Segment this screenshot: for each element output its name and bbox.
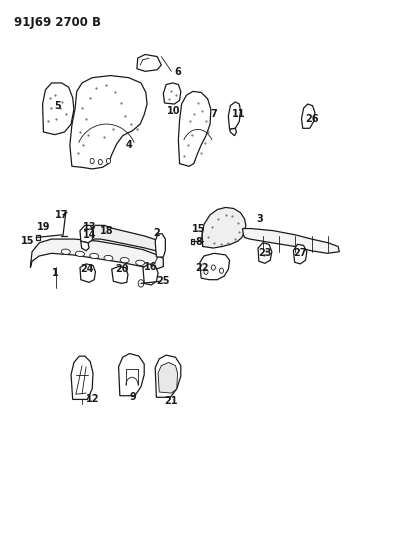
Text: 15: 15 [192,223,206,233]
Text: 11: 11 [232,109,245,118]
Text: 17: 17 [55,210,68,220]
Text: 13: 13 [83,222,97,232]
Circle shape [90,158,94,164]
Text: 18: 18 [100,225,113,236]
Polygon shape [80,225,93,243]
Text: 20: 20 [115,264,129,274]
Polygon shape [30,239,163,269]
Polygon shape [200,253,229,280]
Polygon shape [163,83,181,104]
Polygon shape [228,102,241,130]
Polygon shape [80,264,96,282]
Polygon shape [71,356,93,399]
Polygon shape [119,353,144,395]
Polygon shape [42,83,74,135]
Ellipse shape [90,253,99,259]
Polygon shape [143,264,158,285]
Polygon shape [88,225,163,252]
Text: 8: 8 [196,237,203,247]
Circle shape [106,158,110,164]
Text: 5: 5 [54,101,61,111]
Text: 14: 14 [83,230,97,240]
Circle shape [211,265,215,270]
Text: 12: 12 [85,394,99,405]
Polygon shape [243,229,339,253]
Text: 9: 9 [129,392,136,402]
Polygon shape [178,91,211,166]
Text: 15: 15 [21,236,35,246]
Ellipse shape [75,251,84,256]
Polygon shape [112,266,128,284]
Text: 7: 7 [211,109,218,118]
Polygon shape [36,235,40,240]
Text: 25: 25 [156,276,169,286]
Text: 16: 16 [143,262,157,271]
Text: 91J69 2700 B: 91J69 2700 B [14,16,101,29]
Polygon shape [229,128,236,136]
Polygon shape [302,104,315,128]
Ellipse shape [61,249,70,254]
Ellipse shape [136,260,145,265]
Polygon shape [155,355,181,397]
Text: 2: 2 [153,228,160,238]
Text: 1: 1 [52,268,59,278]
Text: 19: 19 [37,222,50,232]
Circle shape [138,280,144,287]
Text: 27: 27 [293,248,307,259]
Text: 10: 10 [167,106,180,116]
Text: 21: 21 [165,396,178,406]
Polygon shape [158,362,178,393]
Polygon shape [70,76,147,169]
Polygon shape [191,239,194,244]
Ellipse shape [120,257,129,263]
Polygon shape [155,234,165,257]
Polygon shape [202,207,246,248]
Polygon shape [137,54,161,71]
Text: 6: 6 [174,67,181,77]
Text: 26: 26 [305,114,318,124]
Circle shape [98,159,102,165]
Text: 22: 22 [195,263,209,272]
Text: 4: 4 [125,140,132,150]
Text: 3: 3 [256,214,263,224]
Text: 23: 23 [258,248,272,259]
Text: 24: 24 [81,264,94,274]
Polygon shape [258,243,272,263]
Polygon shape [81,241,89,251]
Circle shape [204,269,208,274]
Polygon shape [293,244,307,264]
Ellipse shape [104,255,113,261]
Circle shape [220,268,223,273]
